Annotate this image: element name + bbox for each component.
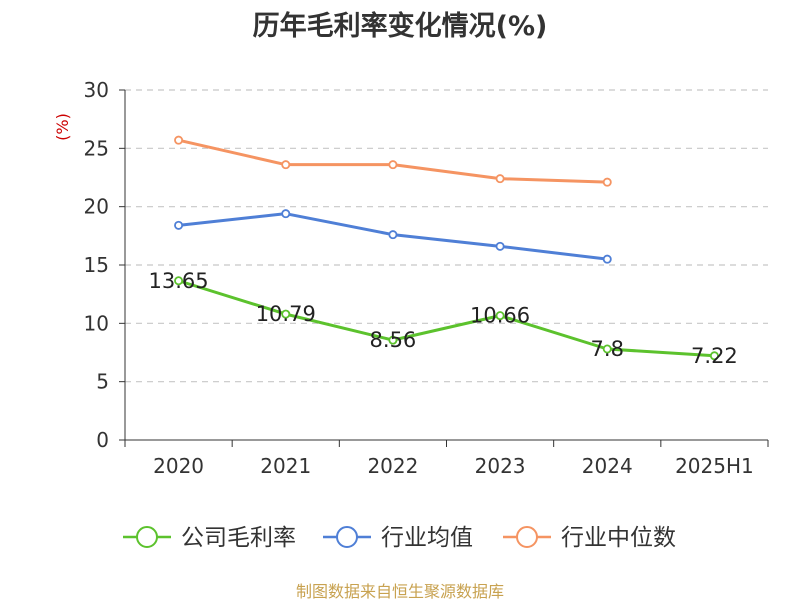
y-tick-label: 0 <box>96 428 109 452</box>
data-point <box>388 230 398 240</box>
y-tick-label: 20 <box>84 195 109 219</box>
chart-title: 历年毛利率变化情况(%) <box>252 11 548 42</box>
data-label: 7.22 <box>691 344 738 368</box>
legend-item[interactable]: 行业均值 <box>323 525 473 551</box>
data-label: 13.65 <box>149 269 209 293</box>
y-tick-label: 30 <box>84 78 109 102</box>
data-point <box>388 160 398 170</box>
legend-marker <box>516 526 538 548</box>
data-point <box>602 177 612 187</box>
data-point <box>174 220 184 230</box>
data-point <box>281 209 291 219</box>
data-label: 10.66 <box>470 304 530 328</box>
data-label: 7.8 <box>591 337 624 361</box>
y-tick-label: 10 <box>84 311 109 335</box>
series-line <box>177 279 716 358</box>
x-tick-label: 2024 <box>582 454 633 478</box>
data-point <box>602 344 612 354</box>
grid-layer <box>125 89 768 383</box>
x-tick-label: 2023 <box>475 454 526 478</box>
legend-label: 行业中位数 <box>561 525 676 551</box>
axis-layer: 0 5 10 15 20 25 30 2020 2021 2022 2023 2024 2025H1 <box>84 78 769 478</box>
y-axis-unit-label: (%) <box>53 113 72 141</box>
y-tick-label: 5 <box>96 370 109 394</box>
legend-item[interactable]: 公司毛利率 <box>123 525 296 551</box>
data-point <box>495 241 505 251</box>
data-point <box>495 174 505 184</box>
legend-label: 公司毛利率 <box>181 525 296 551</box>
legend-marker <box>336 526 358 548</box>
x-tick-label: 2021 <box>260 454 311 478</box>
series-layer <box>174 135 719 361</box>
x-tick-label: 2025H1 <box>675 454 754 478</box>
y-tick-label: 25 <box>84 136 109 160</box>
x-tick-label: 2022 <box>367 454 418 478</box>
label-layer: 13.65 10.79 8.56 10.66 7.8 7.22 <box>149 269 738 368</box>
data-point <box>174 276 184 286</box>
data-label: 10.79 <box>256 302 316 326</box>
data-point <box>602 254 612 264</box>
legend-label: 行业均值 <box>381 525 473 551</box>
legend-item[interactable]: 行业中位数 <box>503 525 676 551</box>
data-point <box>495 311 505 321</box>
data-point <box>281 309 291 319</box>
source-note: 制图数据来自恒生聚源数据库 <box>295 582 504 601</box>
data-label: 8.56 <box>370 328 417 352</box>
x-tick-label: 2020 <box>153 454 204 478</box>
data-point <box>709 351 719 361</box>
data-point <box>388 335 398 345</box>
legend[interactable]: 公司毛利率 行业均值 行业中位数 <box>123 525 676 551</box>
y-tick-label: 15 <box>84 253 109 277</box>
data-point <box>174 135 184 145</box>
data-point <box>281 160 291 170</box>
legend-marker <box>136 526 158 548</box>
